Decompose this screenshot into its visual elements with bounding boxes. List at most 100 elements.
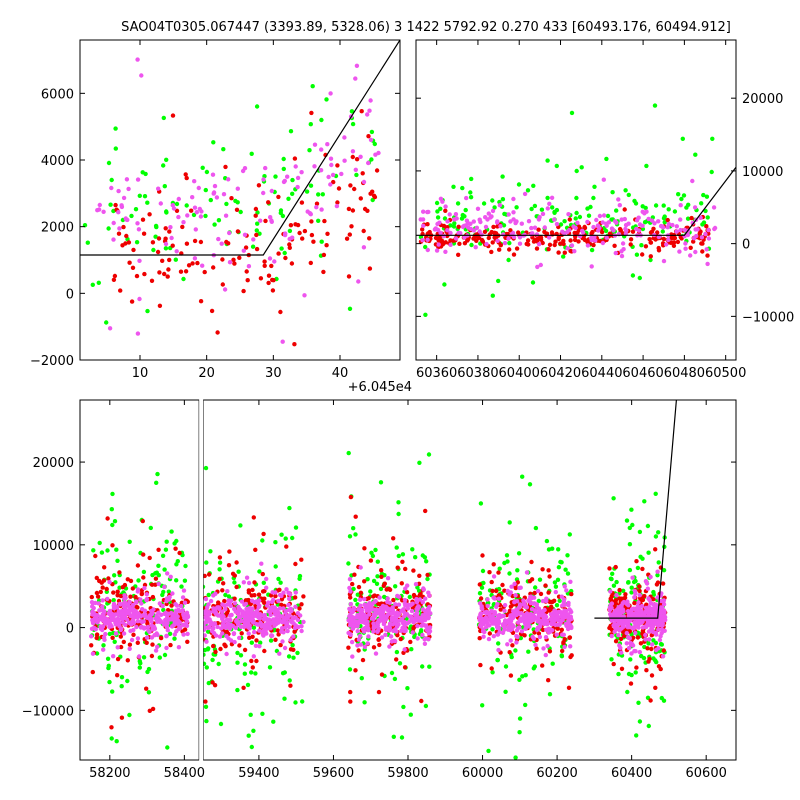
point-green <box>125 678 130 684</box>
point-red <box>140 518 145 524</box>
point-red <box>491 562 496 567</box>
point-magenta <box>514 607 519 612</box>
point-green <box>101 643 106 648</box>
point-magenta <box>185 614 191 620</box>
point-red <box>547 649 553 654</box>
point-red <box>613 564 618 570</box>
point-magenta <box>181 220 186 225</box>
point-magenta <box>164 634 169 639</box>
point-green <box>639 243 644 248</box>
point-green <box>554 603 560 608</box>
point-green <box>164 210 169 215</box>
point-magenta <box>653 647 659 653</box>
point-magenta <box>659 627 665 632</box>
point-green <box>273 174 278 179</box>
point-green <box>651 592 656 597</box>
point-magenta <box>480 629 486 634</box>
point-red <box>262 600 267 605</box>
point-red <box>123 241 128 246</box>
point-magenta <box>505 588 510 594</box>
point-magenta <box>113 622 119 627</box>
point-magenta <box>387 600 392 605</box>
point-magenta <box>172 632 177 637</box>
point-green <box>442 216 448 221</box>
point-red <box>331 179 336 185</box>
point-red <box>556 236 561 242</box>
point-magenta <box>613 612 618 617</box>
axes-frame-top-left <box>79 39 401 361</box>
point-magenta <box>402 598 408 603</box>
point-magenta <box>169 235 174 241</box>
point-green <box>282 250 287 256</box>
x-tick-label: 60500 <box>705 366 746 381</box>
point-red <box>147 212 152 217</box>
point-magenta <box>389 639 394 644</box>
point-magenta <box>612 629 617 634</box>
point-magenta <box>383 616 388 621</box>
point-green <box>500 197 506 202</box>
point-red <box>394 657 399 662</box>
point-magenta <box>156 616 162 622</box>
point-red <box>141 552 146 557</box>
point-magenta <box>529 225 534 231</box>
point-green <box>577 214 583 220</box>
point-green <box>110 491 115 497</box>
point-magenta <box>618 603 624 609</box>
point-magenta <box>357 597 363 602</box>
point-red <box>361 228 366 234</box>
point-red <box>649 633 654 638</box>
point-green <box>160 553 166 558</box>
point-magenta <box>656 219 661 224</box>
point-red <box>94 590 100 596</box>
point-magenta <box>502 608 507 613</box>
point-red <box>270 288 276 293</box>
point-magenta <box>425 247 430 253</box>
point-magenta <box>181 611 186 617</box>
point-red <box>700 241 705 246</box>
point-red <box>529 559 534 565</box>
point-magenta <box>478 611 484 616</box>
point-red <box>508 228 513 233</box>
point-red <box>241 685 246 690</box>
point-magenta <box>540 598 546 604</box>
point-magenta <box>157 601 162 606</box>
point-green <box>249 151 254 156</box>
point-magenta <box>163 241 169 247</box>
point-red <box>546 568 551 573</box>
point-magenta <box>138 597 143 602</box>
point-green <box>249 744 254 750</box>
point-magenta <box>230 624 236 629</box>
point-magenta <box>211 622 216 627</box>
point-green <box>145 200 150 205</box>
point-red <box>656 248 662 253</box>
point-green <box>574 210 579 216</box>
point-magenta <box>139 601 144 606</box>
point-red <box>112 273 118 279</box>
point-magenta <box>631 611 636 616</box>
point-magenta <box>359 612 364 618</box>
point-green <box>221 147 226 152</box>
point-red <box>648 240 654 245</box>
point-red <box>370 189 375 194</box>
point-magenta <box>607 605 613 610</box>
point-red <box>147 555 152 561</box>
point-red <box>321 252 327 258</box>
point-red <box>134 604 139 610</box>
point-green <box>520 674 525 679</box>
point-magenta <box>706 227 711 233</box>
point-magenta <box>125 602 131 607</box>
point-red <box>262 588 267 594</box>
point-magenta <box>636 215 641 220</box>
point-magenta <box>415 606 420 612</box>
point-magenta <box>174 249 179 254</box>
point-magenta <box>261 177 266 182</box>
point-red <box>254 638 259 643</box>
point-red <box>507 247 512 252</box>
point-magenta <box>703 231 708 237</box>
point-green <box>206 629 211 634</box>
point-magenta <box>211 609 216 614</box>
point-red <box>562 250 567 255</box>
point-red <box>174 208 180 213</box>
point-red <box>498 607 503 612</box>
point-green <box>419 628 424 633</box>
